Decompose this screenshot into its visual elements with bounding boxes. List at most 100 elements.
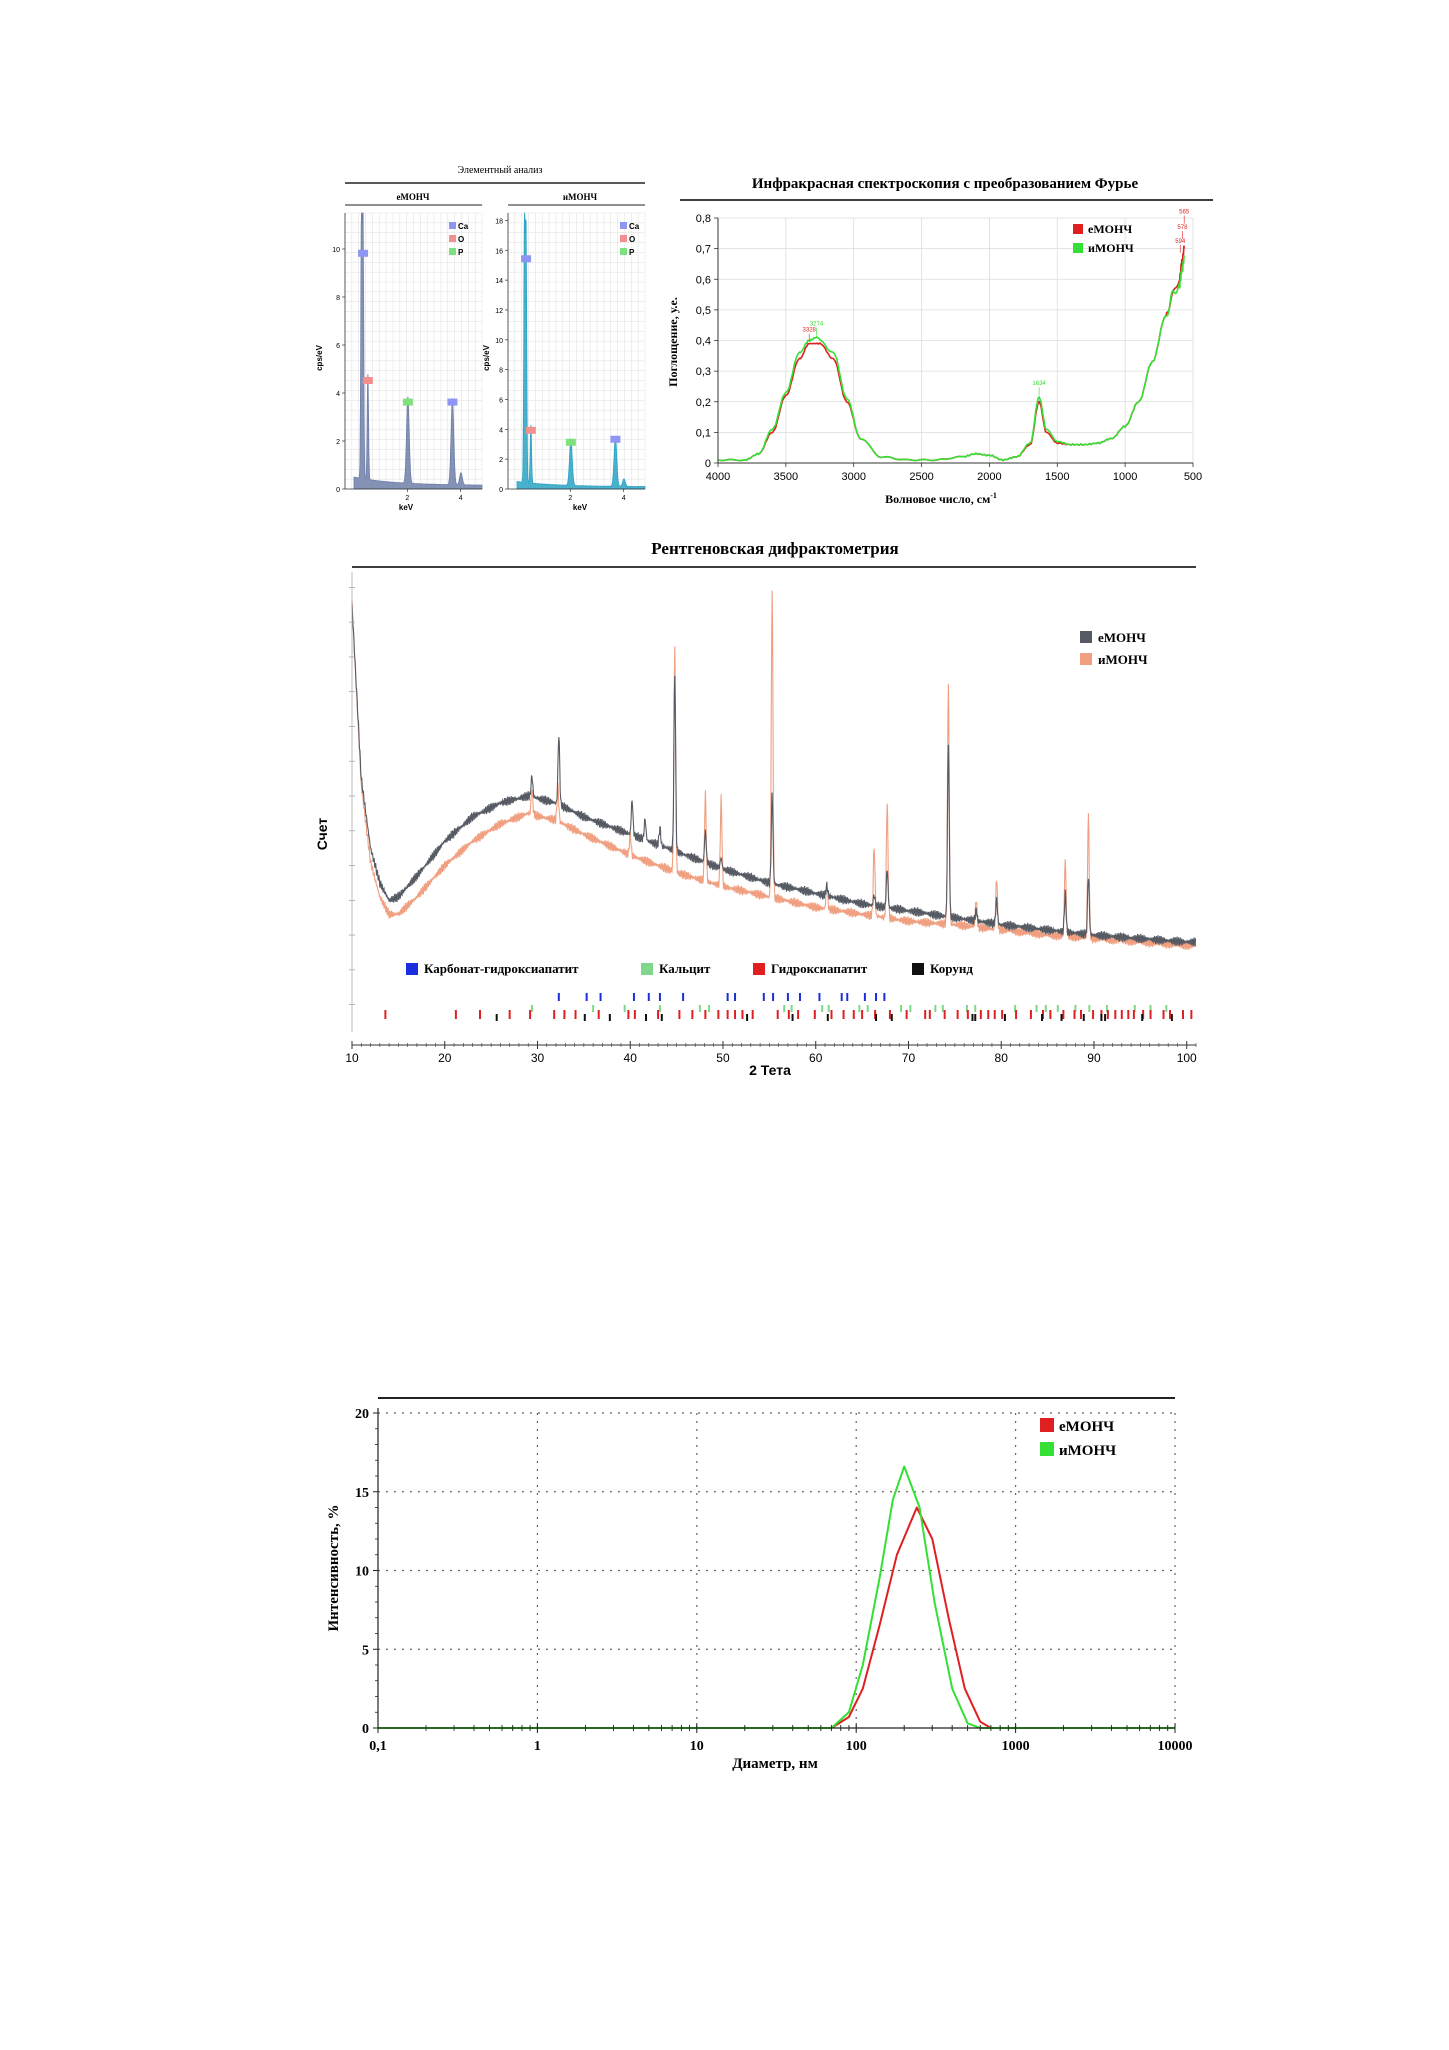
ftir-y-tick-label: 0,6: [696, 274, 711, 286]
eds-2-legend-o: O: [629, 235, 635, 244]
ftir-x-tick-label: 2500: [909, 471, 933, 483]
eds-y-tick-label: 2: [336, 439, 340, 446]
eds-y-tick-label: 0: [336, 487, 340, 494]
ftir-series-e: [717, 245, 1185, 462]
ftir-xlabel: Волновое число, см-1: [885, 491, 997, 506]
dls-grid: [378, 1412, 1176, 1728]
xrd-series-i: [351, 590, 1197, 951]
xrd-legend-e: еМОНЧ: [1098, 630, 1146, 645]
ftir-legend-i-swatch: [1073, 243, 1083, 253]
eds-y-tick-label: 4: [499, 427, 503, 434]
xrd-plot-area: [351, 590, 1197, 951]
eds-y-tick-label: 10: [332, 247, 340, 254]
dls-y-tick-label: 10: [355, 1565, 369, 1580]
xrd-legend: еМОНЧ иМОНЧ: [1080, 630, 1148, 667]
eds-y-tick-label: 4: [336, 391, 340, 398]
eds-panel-1-ylabel: cps/eV: [315, 344, 324, 370]
eds-x-tick-label: 4: [622, 495, 626, 502]
dls-legend-e-swatch: [1040, 1418, 1054, 1432]
eds-y-tick-label: 8: [336, 295, 340, 302]
eds-2-legend-o-swatch: [620, 235, 627, 242]
eds-y-tick-label: 12: [495, 308, 503, 315]
ftir-x-tick-label: 3500: [774, 471, 798, 483]
eds-spectrum-area: [353, 212, 483, 490]
ftir-peak-label: 3328: [803, 328, 817, 334]
ftir-series-i: [717, 255, 1185, 462]
eds-y-tick-label: 8: [499, 368, 503, 375]
ftir-legend-e: еМОНЧ: [1088, 222, 1132, 236]
eds-y-tick-label: 18: [495, 218, 503, 225]
ftir-peak-label: 578: [1177, 225, 1188, 231]
eds-panel-2-grid: [507, 212, 646, 490]
phase-calc-swatch: [641, 963, 653, 975]
ftir-x-tick-label: 2000: [977, 471, 1001, 483]
xrd-x-tick-label: 70: [902, 1051, 916, 1065]
eds-x-tick-label: 2: [405, 495, 409, 502]
ftir-peak-label: 594: [1175, 239, 1186, 245]
eds-y-tick-label: 10: [495, 338, 503, 345]
dls-legend: еМОНЧ иМОНЧ: [1040, 1418, 1116, 1459]
xrd-x-tick-label: 90: [1087, 1051, 1101, 1065]
dls-y-tick-label: 5: [362, 1643, 369, 1658]
dls-legend-e: еМОНЧ: [1059, 1419, 1114, 1435]
ftir-xlabel-main: Волновое число, см: [885, 492, 990, 506]
xrd-x-tick-label: 30: [531, 1051, 545, 1065]
eds-1-legend-p: P: [458, 248, 464, 257]
xrd-x-tick-label: 20: [438, 1051, 452, 1065]
phase-kor-label: Корунд: [930, 961, 973, 976]
dls-axes: 0,1 1 10 100 1000 10000 0 5 10 15 20: [355, 1407, 1193, 1754]
eds-marker-ca: [521, 255, 532, 263]
dls-legend-i-swatch: [1040, 1442, 1054, 1456]
xrd-panel-group: Рентгеновская дифрактометрия 10 20 30 40 50 6…: [314, 539, 1197, 1078]
eds-panel-2-name: иМОНЧ: [563, 192, 598, 202]
dls-x-tick-label: 100: [846, 1739, 867, 1754]
eds-panel-1-legend: Ca O P: [449, 222, 469, 257]
eds-1-legend-o: O: [458, 235, 464, 244]
eds-2-legend-p: P: [629, 248, 635, 257]
ftir-y-tick-label: 0,8: [696, 213, 711, 225]
eds-marker-ca: [447, 398, 458, 406]
eds-panel-1-grid: [344, 212, 483, 490]
xrd-x-tick-label: 100: [1177, 1051, 1197, 1065]
eds-1-legend-p-swatch: [449, 248, 456, 255]
eds-y-tick-label: 14: [495, 278, 503, 285]
eds-2-legend-p-swatch: [620, 248, 627, 255]
xrd-legend-e-swatch: [1080, 631, 1092, 643]
xrd-legend-i: иМОНЧ: [1098, 652, 1148, 667]
xrd-legend-i-swatch: [1080, 653, 1092, 665]
ftir-y-tick-label: 0: [705, 458, 711, 470]
eds-panel-1-spectrum: [353, 212, 483, 490]
xrd-ylabel: Счет: [314, 818, 330, 851]
phase-carb-swatch: [406, 963, 418, 975]
eds-panel-1-name: еМОНЧ: [396, 192, 429, 202]
phase-hydr-swatch: [753, 963, 765, 975]
eds-1-legend-o-swatch: [449, 235, 456, 242]
dls-x-tick-label: 10000: [1158, 1739, 1193, 1754]
ftir-peak-label: 565: [1179, 210, 1190, 216]
dls-xlabel: Диаметр, нм: [732, 1756, 818, 1772]
xrd-title: Рентгеновская дифрактометрия: [651, 539, 899, 558]
eds-x-tick-label: 2: [568, 495, 572, 502]
xrd-series-e: [351, 603, 1197, 947]
ftir-y-tick-label: 0,2: [696, 397, 711, 409]
dls-y-tick-label: 20: [355, 1407, 369, 1422]
phase-carb-label: Карбонат-гидроксиапатит: [424, 961, 579, 976]
ftir-legend: еМОНЧ иМОНЧ: [1073, 222, 1134, 255]
ftir-ylabel: Поглощение, у.е.: [666, 297, 680, 387]
eds-y-tick-label: 0: [499, 487, 503, 494]
xrd-phase-ticks: [384, 993, 1193, 1021]
eds-title: Элементный анализ: [458, 165, 543, 176]
eds-x-tick-label: 4: [459, 495, 463, 502]
eds-y-tick-label: 16: [495, 248, 503, 255]
eds-2-legend-ca-swatch: [620, 222, 627, 229]
xrd-x-tick-label: 10: [345, 1051, 359, 1065]
xrd-axes: 10 20 30 40 50 60 70 80 90 100: [345, 572, 1197, 1065]
eds-spectrum-area: [516, 212, 646, 490]
dls-y-tick-label: 0: [362, 1722, 369, 1737]
eds-panel-2-legend: Ca O P: [620, 222, 640, 257]
xrd-x-tick-label: 50: [716, 1051, 730, 1065]
eds-y-tick-label: 6: [499, 397, 503, 404]
ftir-y-tick-label: 0,4: [696, 336, 711, 348]
xrd-xlabel: 2 Тета: [749, 1062, 791, 1078]
